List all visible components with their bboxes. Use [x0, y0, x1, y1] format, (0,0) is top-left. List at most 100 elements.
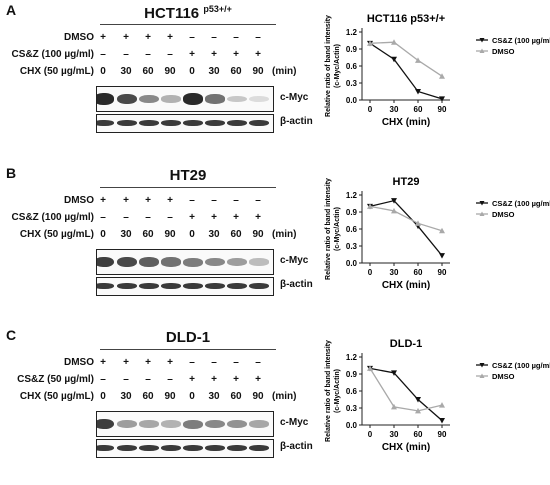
actin-band: [183, 120, 203, 126]
cmyc-band: [227, 419, 247, 429]
actin-band: [205, 283, 225, 289]
blot-title: HCT116 p53+/+: [100, 4, 276, 22]
row-chx-cell: 90: [252, 66, 264, 77]
blot-title: HT29: [100, 167, 276, 184]
cmyc-band: [183, 257, 203, 267]
line-chart: HCT116 p53+/+ 0.0 0.3 0.6 0.9 1.2 0 30 60 90 CHX (…: [325, 13, 550, 128]
actin-band: [249, 120, 269, 126]
legend-marker: [479, 373, 485, 378]
row-chx-cell: 30: [120, 391, 132, 402]
row-csz-cell: –: [167, 49, 173, 60]
row-dmso-cell: –: [255, 357, 261, 368]
title-main: HCT116: [144, 5, 200, 22]
row-dmso-cell: –: [255, 195, 261, 206]
cmyc-blot: [96, 249, 274, 275]
x-tick-label: 30: [390, 268, 399, 277]
actin-blot: [96, 114, 274, 133]
row-dmso-cell: –: [211, 357, 217, 368]
cmyc-band: [161, 95, 181, 103]
actin-band: [117, 445, 137, 451]
row-chx-label: CHX (50 µg/mL): [19, 229, 94, 240]
blot-title: DLD-1: [100, 329, 276, 346]
row-csz-cell: +: [189, 49, 195, 60]
row-csz-cell: +: [189, 374, 195, 385]
cmyc-band: [117, 256, 137, 268]
cmyc-blot: [96, 411, 274, 437]
row-dmso-cell: –: [255, 32, 261, 43]
row-csz-label: CS&Z (100 µg/ml): [11, 49, 94, 60]
row-dmso-cell: –: [189, 32, 195, 43]
cmyc-band: [249, 95, 269, 103]
data-point: [391, 56, 397, 63]
row-csz-cell: –: [167, 374, 173, 385]
row-dmso-cell: –: [233, 32, 239, 43]
row-dmso-cell: –: [211, 195, 217, 206]
row-csz-cell: –: [123, 212, 129, 223]
y-tick-label: 0.3: [346, 404, 358, 413]
unit-label: (min): [272, 66, 297, 77]
row-csz-cell: –: [123, 49, 129, 60]
row-dmso-cell: +: [145, 195, 151, 206]
x-tick-label: 0: [368, 430, 373, 439]
chart-title: DLD-1: [390, 338, 422, 350]
row-dmso-cell: –: [211, 32, 217, 43]
chart-title: HCT116 p53+/+: [367, 13, 445, 25]
row-dmso-cell: –: [189, 357, 195, 368]
actin-band: [205, 445, 225, 451]
data-point: [391, 198, 397, 204]
row-csz-cell: –: [100, 212, 106, 223]
row-chx-cell: 0: [100, 391, 106, 402]
row-csz-cell: +: [189, 212, 195, 223]
x-axis-label: CHX (min): [382, 280, 430, 291]
y-tick-label: 0.6: [346, 387, 358, 396]
row-chx-cell: 60: [142, 66, 154, 77]
title-underline: [100, 24, 276, 25]
data-point: [391, 403, 397, 410]
row-csz-label: CS&Z (50 µg/ml): [17, 374, 94, 385]
cmyc-band: [249, 258, 269, 266]
y-axis-label: Relative ratio of band intensity (c-Myc/A…: [325, 15, 341, 117]
cmyc-label: c-Myc: [280, 417, 309, 428]
x-tick-label: 30: [390, 105, 399, 114]
actin-label: β-actin: [280, 441, 313, 452]
row-dmso-cell: +: [100, 357, 106, 368]
data-point: [415, 57, 421, 63]
row-chx-cell: 60: [230, 66, 242, 77]
actin-band: [227, 445, 247, 451]
legend-marker: [479, 211, 485, 216]
cmyc-label: c-Myc: [280, 92, 309, 103]
cmyc-band: [227, 257, 247, 267]
row-dmso-cell: +: [100, 32, 106, 43]
legend-marker: [479, 48, 485, 53]
row-chx-label: CHX (50 µg/mL): [19, 391, 94, 402]
row-chx-cell: 30: [120, 66, 132, 77]
cmyc-band: [117, 93, 137, 105]
row-csz-cell: +: [255, 212, 261, 223]
unit-label: (min): [272, 391, 297, 402]
row-dmso-cell: +: [145, 357, 151, 368]
x-tick-label: 60: [414, 105, 423, 114]
unit-label: (min): [272, 229, 297, 240]
row-chx-cell: 0: [189, 391, 195, 402]
y-axis-label: Relative ratio of band intensity (c-Myc/A…: [325, 340, 341, 442]
actin-band: [161, 283, 181, 289]
data-point: [391, 207, 397, 214]
y-tick-label: 0.3: [346, 79, 358, 88]
legend-label: CS&Z (100 µg/ml): [492, 36, 550, 45]
cmyc-band: [117, 419, 137, 429]
data-point: [415, 89, 421, 95]
x-tick-label: 90: [438, 268, 447, 277]
cmyc-band: [139, 420, 159, 428]
row-dmso-cell: +: [123, 195, 129, 206]
title-underline: [100, 349, 276, 350]
data-point: [415, 407, 421, 414]
actin-blot: [96, 439, 274, 458]
data-point: [439, 253, 445, 259]
line-chart: DLD-1 0.0 0.3 0.6 0.9 1.2 0 30 60 90 CHX (min) Rela…: [325, 338, 550, 453]
row-chx-cell: 0: [189, 66, 195, 77]
actin-band: [227, 120, 247, 126]
row-chx-cell: 30: [208, 66, 220, 77]
row-chx-cell: 0: [100, 66, 106, 77]
actin-band: [139, 283, 159, 289]
x-tick-label: 90: [438, 430, 447, 439]
